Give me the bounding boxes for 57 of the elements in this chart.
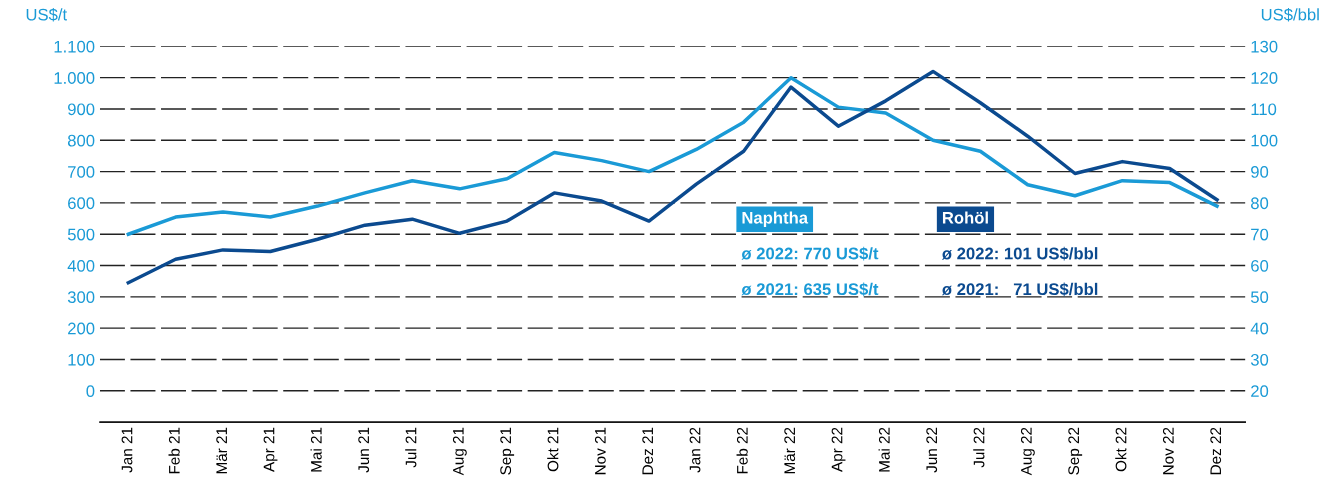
y-tick-label: 700 xyxy=(68,166,95,178)
x-tick-label: Mär 21 xyxy=(216,427,228,474)
annotation: ø 2022: 770 US$/t xyxy=(741,246,879,261)
y2-tick-label: 120 xyxy=(1251,72,1278,84)
y-tick-label: 1.100 xyxy=(54,40,95,53)
x-tick-label: Sep 22 xyxy=(1068,427,1083,475)
y2-tick-label: 30 xyxy=(1250,353,1269,366)
x-tick-label: Jul 22 xyxy=(973,427,985,468)
y-tick-label: 200 xyxy=(68,322,95,335)
x-tick-label: Feb 21 xyxy=(168,427,180,474)
x-tick-label: Apr 22 xyxy=(831,427,846,472)
x-tick-label: Mai 21 xyxy=(310,427,322,472)
x-tick-label: Jul 21 xyxy=(405,427,417,468)
x-tick-label: Mär 22 xyxy=(784,427,796,474)
y-tick-label: 800 xyxy=(67,134,95,147)
y-tick-label: 500 xyxy=(67,228,95,241)
x-tick-label: Nov 22 xyxy=(1162,427,1174,475)
y2-tick-label: 50 xyxy=(1250,291,1269,304)
y2-tick-label: 60 xyxy=(1251,259,1269,272)
annotation: ø 2021: 635 US$/t xyxy=(741,282,879,297)
text: Rohöl xyxy=(942,211,988,224)
x-tick-label: Sep 21 xyxy=(500,427,515,475)
x-tick-label: Feb 22 xyxy=(736,427,748,474)
y-tick-label: 900 xyxy=(68,103,95,116)
y-tick-label: 100 xyxy=(68,353,95,366)
x-tick-label: Jun 22 xyxy=(926,427,938,473)
y2-tick-label: 40 xyxy=(1250,322,1269,335)
text: Naphtha xyxy=(742,211,809,227)
x-tick-label: Jun 21 xyxy=(358,427,370,473)
y-tick-label: 0 xyxy=(86,385,95,398)
x-tick-label: Okt 21 xyxy=(547,427,559,472)
annotation: ø 2021: 71 US$/bbl xyxy=(941,282,1098,297)
x-tick-label: Jan 22 xyxy=(689,427,701,473)
y2-tick-label: 70 xyxy=(1251,228,1269,241)
x-tick-label: Dez 22 xyxy=(1210,427,1222,475)
y2-tick-label: 110 xyxy=(1251,103,1277,116)
y2-tick-label: 20 xyxy=(1251,385,1269,398)
x-tick-label: Mai 22 xyxy=(878,427,890,472)
y-tick-label: 400 xyxy=(67,259,95,272)
x-tick-label: Okt 22 xyxy=(1115,427,1127,472)
x-tick-label: Apr 21 xyxy=(263,427,278,472)
y2-axis-title: US$/bbl xyxy=(1261,8,1319,22)
y2-tick-label: 100 xyxy=(1251,134,1278,147)
y-tick-label: 1.000 xyxy=(54,72,95,84)
line-series xyxy=(126,75,1219,236)
x-tick-label: Aug 22 xyxy=(1020,427,1035,476)
annotation: ø 2022: 101 US$/bbl xyxy=(941,246,1098,261)
y2-tick-label: 80 xyxy=(1251,197,1269,210)
x-tick-label: Jan 21 xyxy=(121,427,133,473)
y-axis-title: US$/t xyxy=(26,8,67,22)
x-tick-label: Dez 21 xyxy=(642,427,654,475)
x-tick-label: Aug 21 xyxy=(452,427,467,476)
y2-tick-label: 130 xyxy=(1251,40,1278,53)
y-tick-label: 300 xyxy=(67,291,95,304)
y-tick-label: 600 xyxy=(68,197,95,210)
y2-tick-label: 90 xyxy=(1251,166,1269,178)
x-tick-label: Nov 21 xyxy=(594,427,606,475)
